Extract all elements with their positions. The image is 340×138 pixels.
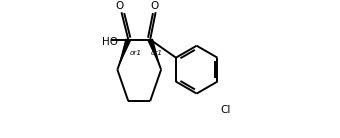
Text: Cl: Cl [221,105,231,115]
Polygon shape [147,39,161,70]
Text: O: O [116,1,124,11]
Text: or1: or1 [130,50,142,56]
Text: or1: or1 [150,50,162,56]
Polygon shape [117,39,131,70]
Text: HO: HO [102,37,118,47]
Text: O: O [151,1,159,11]
